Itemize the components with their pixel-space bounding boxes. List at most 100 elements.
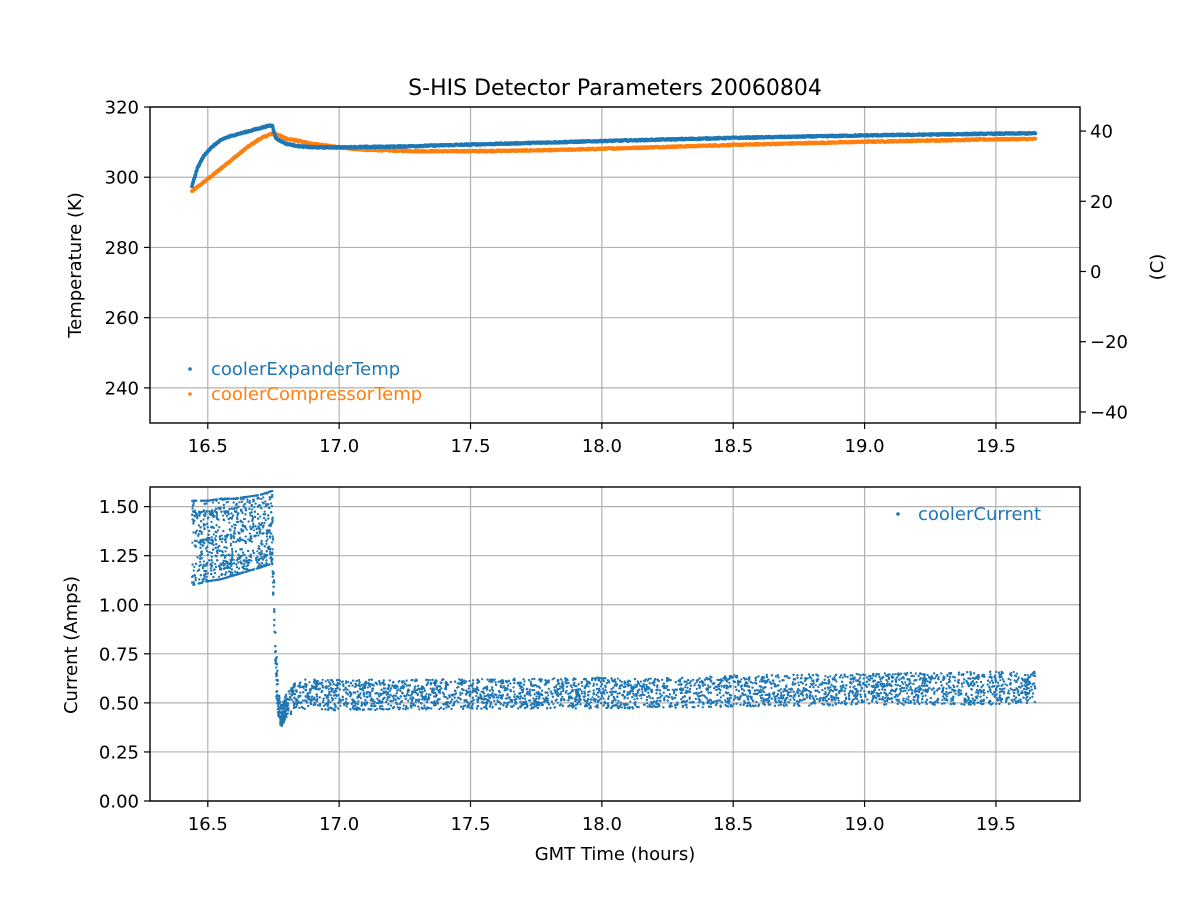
x-tick-label: 18.5 — [713, 436, 753, 457]
data-point — [238, 501, 241, 504]
data-point — [898, 701, 901, 704]
data-point — [418, 708, 421, 711]
data-point — [365, 701, 369, 704]
data-point — [733, 694, 737, 698]
data-point — [195, 529, 199, 532]
data-point — [1032, 674, 1035, 677]
data-point — [616, 677, 619, 680]
data-point — [210, 520, 213, 524]
data-point — [1017, 676, 1020, 679]
data-point — [221, 514, 225, 517]
data-point — [533, 689, 536, 692]
data-point — [797, 684, 800, 687]
data-point — [430, 707, 433, 710]
data-point — [1030, 685, 1033, 688]
data-point — [881, 696, 884, 699]
data-point — [852, 686, 855, 689]
x-tick-label: 17.5 — [450, 436, 490, 457]
data-point — [941, 698, 944, 702]
data-point — [878, 688, 881, 691]
data-point — [696, 680, 699, 683]
data-point — [370, 702, 373, 706]
data-point — [552, 702, 555, 706]
data-point — [849, 685, 852, 688]
data-point — [324, 680, 327, 683]
legend-marker-expander — [188, 367, 192, 371]
data-point — [645, 702, 649, 705]
data-point — [214, 537, 217, 540]
data-point — [1026, 673, 1029, 677]
y-tick-label: 300 — [105, 168, 139, 189]
data-point — [379, 683, 382, 686]
chart-title: S-HIS Detector Parameters 20060804 — [408, 76, 822, 101]
data-point — [1033, 131, 1038, 136]
data-point — [475, 707, 479, 710]
data-point — [220, 540, 223, 543]
data-point — [193, 565, 196, 569]
y2-tick-label: 0 — [1090, 262, 1101, 283]
data-point — [202, 539, 206, 542]
data-point — [263, 510, 266, 513]
data-point — [268, 496, 271, 499]
data-point — [999, 679, 1002, 682]
data-point — [387, 703, 390, 706]
y2-tick-label: −20 — [1090, 332, 1128, 353]
data-point — [288, 692, 291, 695]
data-point — [599, 685, 602, 688]
data-point — [945, 687, 948, 690]
temperature-y-axis-label: Temperature (K) — [65, 192, 86, 339]
data-point — [1033, 136, 1038, 141]
data-point — [900, 672, 903, 675]
data-point — [389, 687, 392, 690]
data-point — [204, 578, 207, 581]
data-point — [334, 697, 337, 700]
data-point — [1012, 670, 1015, 674]
data-point — [701, 684, 705, 687]
data-point — [532, 697, 535, 700]
data-point — [641, 690, 644, 694]
data-point — [216, 514, 219, 517]
data-point — [551, 678, 554, 681]
data-point — [259, 515, 262, 518]
data-point — [214, 562, 217, 566]
data-point — [761, 693, 764, 697]
data-point — [779, 697, 782, 700]
data-point — [491, 689, 495, 692]
data-point — [519, 700, 522, 704]
data-point — [758, 680, 762, 683]
data-point — [361, 689, 365, 692]
data-point — [947, 684, 950, 687]
data-point — [814, 684, 817, 687]
data-point — [732, 703, 735, 706]
data-point — [649, 677, 652, 680]
data-point — [398, 697, 401, 700]
data-point — [252, 529, 256, 532]
data-point — [957, 673, 960, 676]
data-point — [402, 707, 405, 710]
data-point — [250, 559, 253, 562]
data-point — [620, 680, 624, 684]
data-point — [228, 521, 231, 524]
data-point — [211, 561, 214, 564]
data-point — [229, 542, 233, 545]
legend-label-compressor: coolerCompressorTemp — [211, 384, 422, 405]
data-point — [685, 706, 688, 709]
data-point — [940, 702, 944, 705]
data-point — [855, 672, 858, 675]
data-point — [425, 692, 428, 696]
data-point — [900, 702, 903, 705]
data-point — [243, 517, 246, 521]
data-point — [339, 704, 342, 707]
data-point — [890, 693, 893, 696]
data-point — [271, 535, 274, 538]
data-point — [891, 673, 895, 676]
data-point — [858, 676, 862, 680]
data-point — [246, 498, 249, 501]
data-point — [429, 679, 432, 682]
data-point — [218, 575, 221, 578]
data-point — [640, 697, 643, 700]
data-point — [347, 680, 350, 684]
legend-label-expander: coolerExpanderTemp — [211, 359, 400, 380]
data-point — [684, 683, 687, 687]
